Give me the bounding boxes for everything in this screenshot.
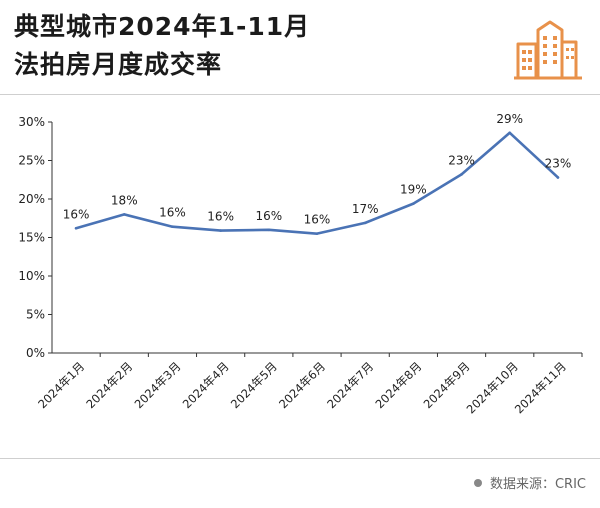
page-title: 典型城市2024年1-11月 法拍房月度成交率 <box>14 8 310 84</box>
y-tick-label: 15% <box>18 231 45 245</box>
data-label: 18% <box>111 193 138 207</box>
data-label: 19% <box>400 183 427 197</box>
x-tick-label: 2024年2月 <box>83 359 135 411</box>
city-buildings-icon <box>514 20 582 80</box>
data-label: 16% <box>304 213 331 227</box>
bullet-dot-icon <box>473 478 482 487</box>
data-point <box>171 225 174 229</box>
data-point <box>508 131 512 135</box>
header-divider <box>0 94 600 95</box>
x-tick-label: 2024年11月 <box>512 359 569 416</box>
x-tick-label: 2024年6月 <box>276 359 328 411</box>
data-label: 29% <box>496 112 523 126</box>
data-source: 数据来源：CRIC <box>473 473 586 492</box>
data-point <box>412 202 415 205</box>
x-tick-label: 2024年3月 <box>132 359 184 411</box>
data-label: 23% <box>545 156 572 170</box>
footer-divider <box>0 458 600 459</box>
data-point <box>219 229 222 232</box>
title-line-1: 典型城市2024年1-11月 <box>14 12 311 41</box>
data-label: 16% <box>255 209 282 223</box>
data-point <box>267 228 271 232</box>
data-point <box>556 176 560 179</box>
y-tick-label: 20% <box>18 192 45 206</box>
data-source-text: 数据来源：CRIC <box>489 477 586 492</box>
data-point <box>363 221 367 225</box>
data-label: 16% <box>159 206 186 220</box>
data-point <box>315 232 319 235</box>
y-tick-label: 5% <box>26 308 45 322</box>
y-tick-label: 10% <box>18 269 45 283</box>
title-line-2: 法拍房月度成交率 <box>14 50 223 79</box>
data-label: 23% <box>448 153 475 167</box>
data-point <box>122 213 126 216</box>
data-point <box>460 173 463 176</box>
x-tick-label: 2024年8月 <box>372 359 424 411</box>
data-label: 17% <box>352 202 379 216</box>
line-chart: 0% 5% 10% 15% 20% 25% 30% 2024年1月2024年2月2024年3… <box>18 112 583 416</box>
data-label: 16% <box>207 210 234 224</box>
x-tick-label: 2024年4月 <box>180 359 232 411</box>
y-tick-label: 25% <box>18 154 45 168</box>
x-tick-label: 2024年7月 <box>324 359 376 411</box>
x-tick-label: 2024年9月 <box>421 359 473 411</box>
x-tick-label: 2024年1月 <box>35 359 87 411</box>
y-tick-label: 30% <box>18 115 45 129</box>
x-tick-label: 2024年5月 <box>228 359 280 411</box>
y-tick-label: 0% <box>26 346 45 360</box>
data-point <box>74 226 78 230</box>
data-label: 16% <box>63 207 90 221</box>
